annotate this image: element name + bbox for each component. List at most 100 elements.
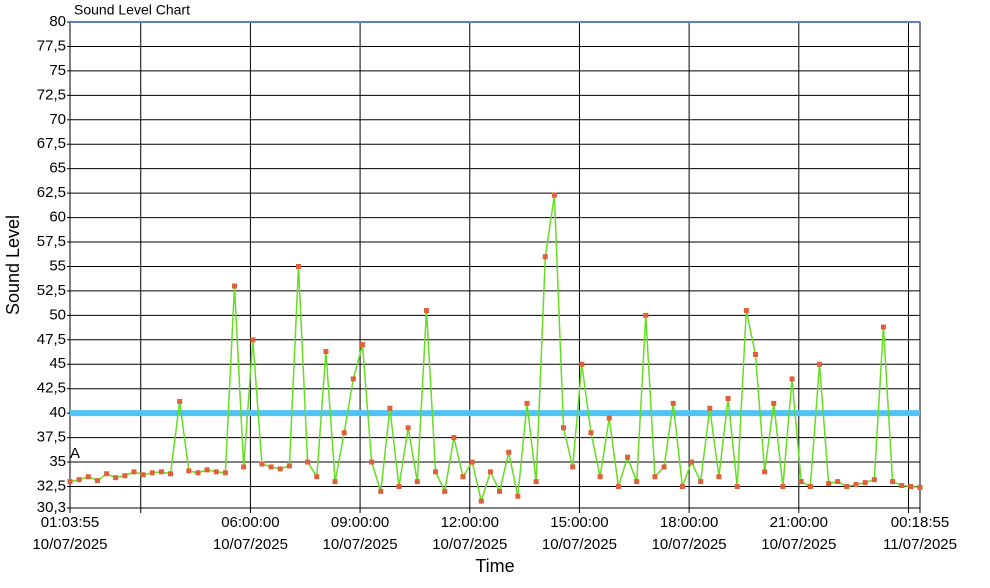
data-marker bbox=[597, 474, 603, 480]
data-marker bbox=[423, 307, 429, 313]
data-marker bbox=[625, 454, 631, 460]
y-tick-label: 50 bbox=[49, 306, 66, 323]
data-marker bbox=[661, 464, 667, 470]
data-marker bbox=[168, 471, 174, 477]
data-marker bbox=[908, 483, 914, 489]
data-marker bbox=[762, 469, 768, 475]
x-tick-label: 10/07/2025 bbox=[32, 536, 107, 553]
data-marker bbox=[469, 459, 475, 465]
data-marker bbox=[286, 463, 292, 469]
data-marker bbox=[515, 493, 521, 499]
data-marker bbox=[588, 430, 594, 436]
x-tick-label: 10/07/2025 bbox=[761, 536, 836, 553]
data-marker bbox=[561, 425, 567, 431]
x-tick-label: 10/07/2025 bbox=[323, 536, 398, 553]
data-marker bbox=[113, 475, 119, 481]
data-marker bbox=[606, 415, 612, 421]
x-tick-label: 10/07/2025 bbox=[432, 536, 507, 553]
data-marker bbox=[487, 469, 493, 475]
y-tick-label: 42,5 bbox=[37, 380, 66, 397]
y-tick-label: 57,5 bbox=[37, 233, 66, 250]
data-marker bbox=[615, 483, 621, 489]
data-marker bbox=[85, 474, 91, 480]
y-tick-label: 37,5 bbox=[37, 429, 66, 446]
y-tick-label: 65 bbox=[49, 160, 66, 177]
data-marker bbox=[816, 361, 822, 367]
data-marker bbox=[140, 472, 146, 478]
data-marker bbox=[332, 479, 338, 485]
data-marker bbox=[679, 483, 685, 489]
y-tick-label: 62,5 bbox=[37, 184, 66, 201]
y-tick-label: 40 bbox=[49, 404, 66, 421]
data-marker bbox=[177, 398, 183, 404]
y-tick-label: 32,5 bbox=[37, 477, 66, 494]
x-tick-label: 15:00:00 bbox=[550, 514, 608, 531]
data-marker bbox=[222, 470, 228, 476]
data-marker bbox=[807, 483, 813, 489]
x-tick-label: 10/07/2025 bbox=[542, 536, 617, 553]
data-marker bbox=[899, 483, 905, 489]
y-tick-label: 75 bbox=[49, 62, 66, 79]
data-marker bbox=[277, 466, 283, 472]
data-marker bbox=[551, 192, 557, 198]
y-tick-label: 45 bbox=[49, 355, 66, 372]
data-marker bbox=[369, 459, 375, 465]
data-marker bbox=[67, 479, 73, 485]
x-tick-label: 09:00:00 bbox=[331, 514, 389, 531]
data-marker bbox=[131, 469, 137, 475]
y-tick-label: 52,5 bbox=[37, 282, 66, 299]
data-marker bbox=[314, 474, 320, 480]
data-marker bbox=[743, 307, 749, 313]
y-tick-label: 55 bbox=[49, 257, 66, 274]
data-marker bbox=[149, 470, 155, 476]
x-tick-label: 06:00:00 bbox=[221, 514, 279, 531]
data-marker bbox=[295, 263, 301, 269]
data-marker bbox=[533, 479, 539, 485]
data-marker bbox=[542, 254, 548, 260]
data-marker bbox=[844, 483, 850, 489]
data-marker bbox=[414, 479, 420, 485]
data-marker bbox=[241, 464, 247, 470]
data-marker bbox=[643, 312, 649, 318]
data-marker bbox=[780, 483, 786, 489]
data-marker bbox=[195, 470, 201, 476]
x-tick-label: 10/07/2025 bbox=[213, 536, 288, 553]
data-marker bbox=[524, 400, 530, 406]
y-tick-label: 77,5 bbox=[37, 37, 66, 54]
data-marker bbox=[378, 488, 384, 494]
data-marker bbox=[460, 474, 466, 480]
data-marker bbox=[186, 468, 192, 474]
y-tick-label: 30,3 bbox=[37, 499, 66, 516]
x-tick-label: 11/07/2025 bbox=[883, 536, 957, 553]
y-tick-label: 72,5 bbox=[37, 86, 66, 103]
data-marker bbox=[405, 425, 411, 431]
chart-title: Sound Level Chart bbox=[74, 2, 190, 18]
data-marker bbox=[323, 349, 329, 355]
data-marker bbox=[213, 469, 219, 475]
data-marker bbox=[250, 337, 256, 343]
data-marker bbox=[880, 324, 886, 330]
data-marker bbox=[442, 488, 448, 494]
data-marker bbox=[232, 283, 238, 289]
y-tick-label: 35 bbox=[49, 453, 66, 470]
data-marker bbox=[570, 464, 576, 470]
data-marker bbox=[771, 400, 777, 406]
data-line bbox=[69, 194, 921, 505]
data-marker bbox=[890, 479, 896, 485]
x-tick-label: 18:00:00 bbox=[660, 514, 718, 531]
y-tick-label: 67,5 bbox=[37, 135, 66, 152]
data-marker bbox=[853, 482, 859, 488]
y-tick-label: 60 bbox=[49, 209, 66, 226]
x-tick-label: 21:00:00 bbox=[770, 514, 828, 531]
x-tick-label: 00:18:55 bbox=[891, 514, 949, 531]
data-marker bbox=[94, 478, 100, 484]
data-marker bbox=[387, 405, 393, 411]
data-marker bbox=[341, 430, 347, 436]
data-marker bbox=[396, 483, 402, 489]
data-marker bbox=[478, 498, 484, 504]
data-marker bbox=[359, 342, 365, 348]
data-marker bbox=[689, 459, 695, 465]
data-marker bbox=[652, 474, 658, 480]
data-marker bbox=[122, 473, 128, 479]
